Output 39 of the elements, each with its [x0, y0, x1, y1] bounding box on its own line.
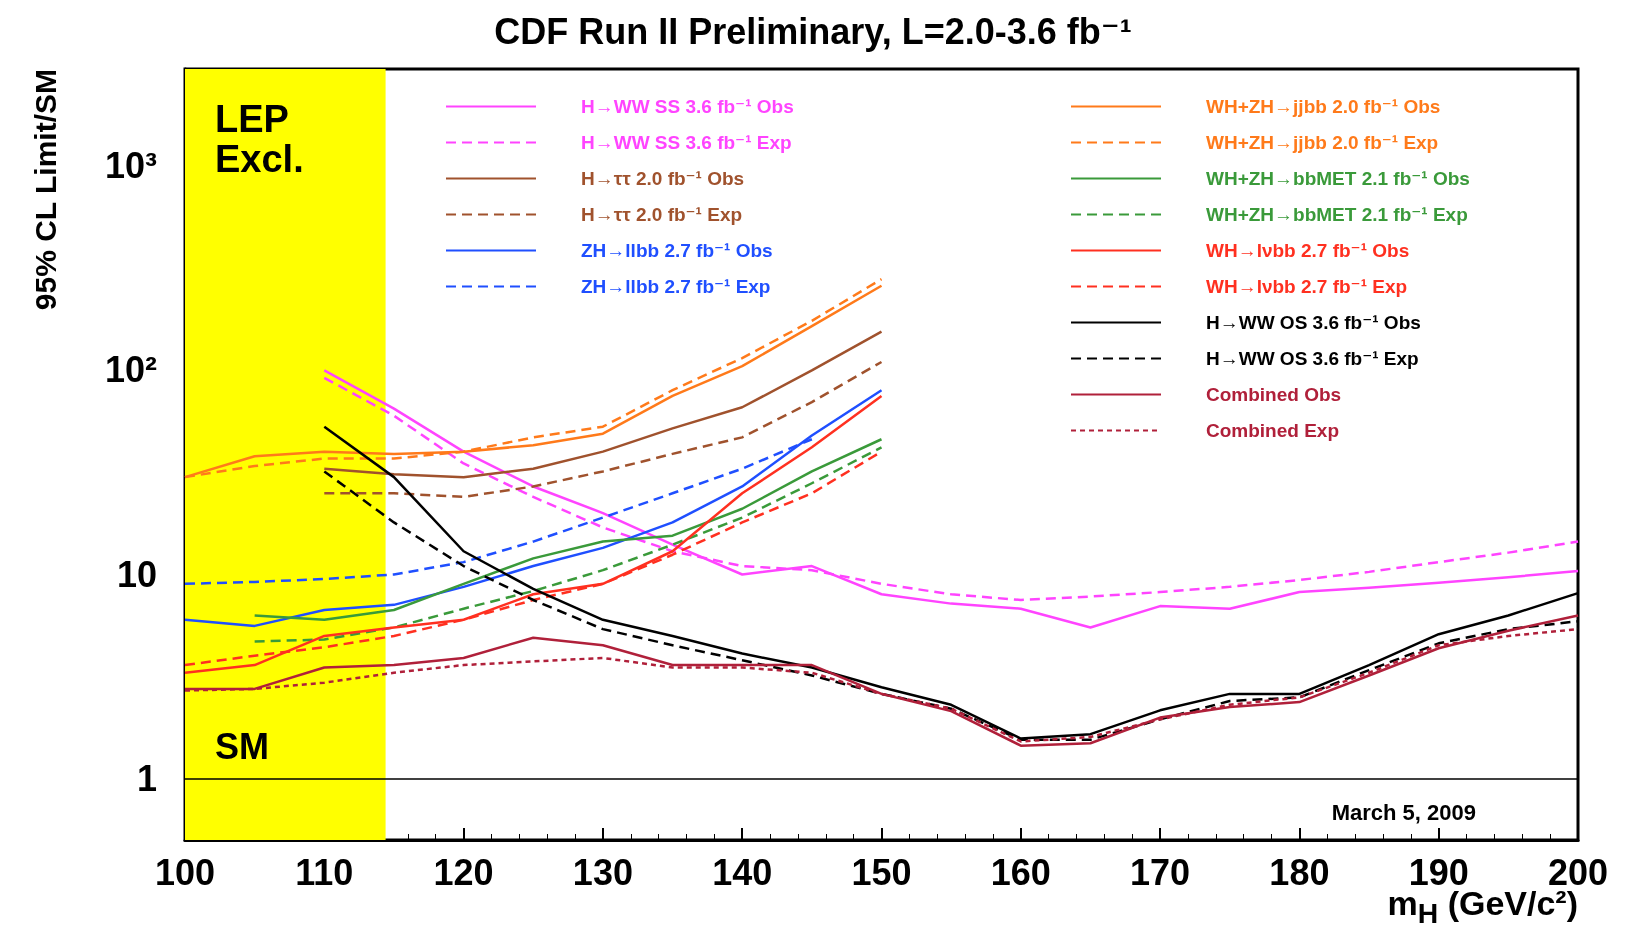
x-tick-label: 150: [851, 851, 912, 893]
legend-label: WH+ZH→bbMET 2.1 fb⁻¹ Exp: [1206, 204, 1468, 225]
line-series: [323, 360, 883, 499]
legend-label: ZH→llbb 2.7 fb⁻¹ Obs: [581, 240, 773, 261]
legend-label: Combined Obs: [1206, 384, 1342, 405]
x-tick-label: 140: [712, 851, 773, 893]
chart-title: CDF Run II Preliminary, L=2.0-3.6 fb⁻¹: [494, 10, 1132, 52]
x-tick-label: 110: [295, 851, 354, 893]
x-tick-label: 100: [154, 851, 216, 893]
x-tick-label: 170: [1130, 851, 1191, 893]
x-tick-label: 160: [990, 851, 1051, 893]
y-tick-label: 10³: [104, 145, 157, 187]
legend-label: WH+ZH→bbMET 2.1 fb⁻¹ Obs: [1206, 168, 1470, 189]
legend-label: H→WW SS 3.6 fb⁻¹ Obs: [581, 96, 794, 117]
x-tick-label: 180: [1269, 851, 1330, 893]
legend-label: H→ττ 2.0 fb⁻¹ Obs: [581, 168, 745, 189]
y-tick-label: 1: [136, 757, 157, 799]
legend-label: H→WW OS 3.6 fb⁻¹ Exp: [1206, 348, 1419, 369]
line-series: [323, 330, 883, 479]
band-label: LEP Excl.: [215, 98, 304, 180]
legend-label: Combined Exp: [1206, 420, 1340, 441]
x-tick-label: 120: [433, 851, 494, 893]
ref-line-label: SM: [215, 726, 269, 768]
y-tick-label: 10²: [104, 349, 157, 391]
legend-label: H→WW SS 3.6 fb⁻¹ Exp: [581, 132, 792, 153]
legend-label: ZH→llbb 2.7 fb⁻¹ Exp: [581, 276, 771, 297]
y-tick-label: 10: [116, 553, 157, 595]
x-axis-title: m$_{H}$ (GeV/c²): [1387, 884, 1578, 929]
annotation: March 5, 2009: [1331, 799, 1476, 825]
legend-label: H→ττ 2.0 fb⁻¹ Exp: [581, 204, 743, 225]
x-tick-label: 130: [572, 851, 633, 893]
legend-label: WH→lνbb 2.7 fb⁻¹ Obs: [1206, 240, 1410, 261]
y-axis-title: 95% CL Limit/SM: [28, 69, 62, 311]
legend-label: H→WW OS 3.6 fb⁻¹ Obs: [1206, 312, 1421, 333]
line-series: [183, 394, 883, 675]
legend-label: WH→lνbb 2.7 fb⁻¹ Exp: [1206, 276, 1408, 297]
legend-label: WH+ZH→jjbb 2.0 fb⁻¹ Exp: [1206, 132, 1439, 153]
legend-label: WH+ZH→jjbb 2.0 fb⁻¹ Obs: [1206, 96, 1441, 117]
line-series: [183, 388, 883, 628]
